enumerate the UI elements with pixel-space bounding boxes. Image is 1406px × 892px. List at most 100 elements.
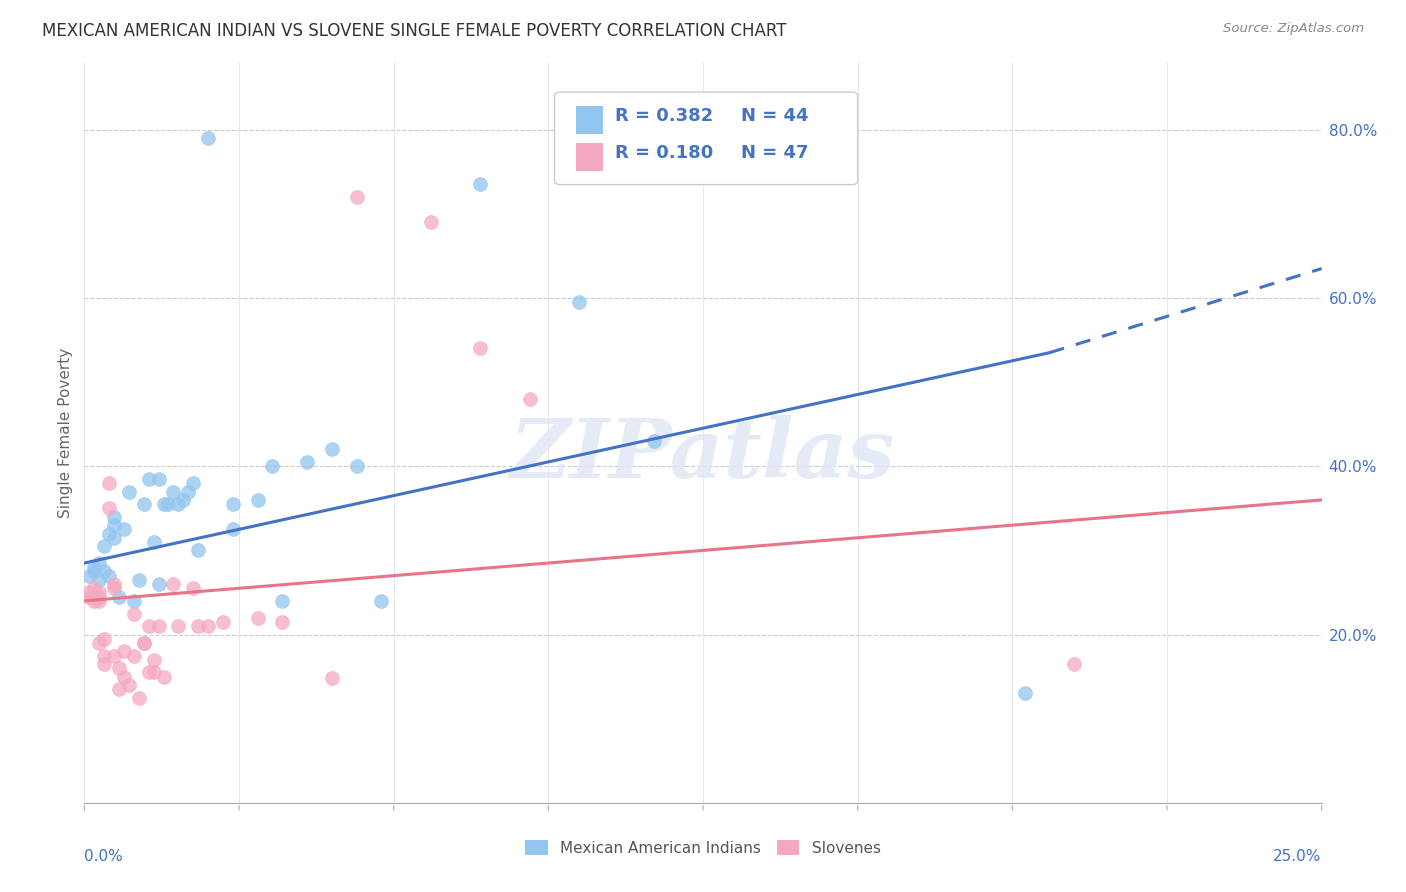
Point	[89, 573, 111, 587]
Point	[103, 531, 125, 545]
Point	[103, 518, 125, 533]
Point	[470, 178, 492, 192]
Point	[103, 577, 125, 591]
Point	[112, 522, 135, 536]
Point	[98, 476, 121, 491]
Y-axis label: Single Female Poverty: Single Female Poverty	[58, 348, 73, 517]
Point	[167, 619, 190, 633]
Point	[321, 442, 343, 457]
Point	[89, 636, 111, 650]
Point	[142, 665, 165, 680]
FancyBboxPatch shape	[575, 105, 603, 134]
Point	[271, 594, 294, 608]
Point	[93, 539, 115, 553]
Point	[122, 648, 145, 663]
Point	[295, 455, 318, 469]
Point	[172, 492, 194, 507]
Point	[138, 619, 160, 633]
Point	[187, 619, 209, 633]
Point	[122, 594, 145, 608]
Point	[568, 295, 591, 310]
Point	[197, 619, 219, 633]
Point	[177, 484, 200, 499]
Point	[346, 190, 368, 204]
Point	[519, 392, 541, 406]
Point	[89, 556, 111, 570]
Point	[157, 497, 180, 511]
Point	[112, 670, 135, 684]
Point	[246, 492, 269, 507]
Point	[262, 459, 284, 474]
Point	[118, 484, 141, 499]
Point	[98, 526, 121, 541]
Text: N = 47: N = 47	[741, 145, 808, 162]
Point	[83, 581, 105, 595]
Text: 0.0%: 0.0%	[84, 849, 124, 864]
Point	[246, 610, 269, 624]
Point	[167, 497, 190, 511]
Point	[89, 590, 111, 604]
Point	[148, 472, 170, 486]
Point	[118, 678, 141, 692]
Point	[470, 342, 492, 356]
Point	[148, 577, 170, 591]
Point	[212, 615, 235, 629]
Point	[93, 648, 115, 663]
Point	[108, 682, 131, 697]
Point	[79, 585, 101, 599]
Point	[128, 573, 150, 587]
Point	[89, 594, 111, 608]
Point	[138, 665, 160, 680]
Point	[122, 607, 145, 621]
Point	[138, 472, 160, 486]
Point	[222, 522, 245, 536]
Point	[187, 543, 209, 558]
Legend: Mexican American Indians, Slovenes: Mexican American Indians, Slovenes	[519, 834, 887, 862]
Point	[79, 568, 101, 582]
Point	[222, 497, 245, 511]
Text: ZIPatlas: ZIPatlas	[510, 415, 896, 495]
Point	[181, 476, 204, 491]
Point	[103, 648, 125, 663]
Point	[162, 577, 184, 591]
Point	[108, 661, 131, 675]
Point	[142, 535, 165, 549]
Point	[93, 565, 115, 579]
Text: R = 0.180: R = 0.180	[616, 145, 713, 162]
Point	[370, 594, 392, 608]
Point	[271, 615, 294, 629]
Point	[83, 560, 105, 574]
Point	[128, 690, 150, 705]
Point	[83, 594, 105, 608]
Point	[152, 670, 174, 684]
Point	[89, 585, 111, 599]
Point	[152, 497, 174, 511]
Point	[419, 215, 441, 229]
Point	[93, 657, 115, 671]
Point	[148, 619, 170, 633]
Point	[103, 509, 125, 524]
Point	[103, 581, 125, 595]
Point	[132, 497, 155, 511]
Text: N = 44: N = 44	[741, 107, 808, 125]
Text: Source: ZipAtlas.com: Source: ZipAtlas.com	[1223, 22, 1364, 36]
Point	[1063, 657, 1085, 671]
Point	[79, 590, 101, 604]
Point	[83, 590, 105, 604]
Point	[83, 565, 105, 579]
Text: MEXICAN AMERICAN INDIAN VS SLOVENE SINGLE FEMALE POVERTY CORRELATION CHART: MEXICAN AMERICAN INDIAN VS SLOVENE SINGL…	[42, 22, 787, 40]
Point	[132, 636, 155, 650]
Point	[162, 484, 184, 499]
Point	[197, 131, 219, 145]
Point	[98, 501, 121, 516]
Point	[321, 671, 343, 685]
Text: 25.0%: 25.0%	[1274, 849, 1322, 864]
Point	[181, 581, 204, 595]
Point	[346, 459, 368, 474]
FancyBboxPatch shape	[554, 92, 858, 185]
Point	[108, 590, 131, 604]
FancyBboxPatch shape	[575, 143, 603, 171]
Point	[93, 632, 115, 646]
Text: R = 0.382: R = 0.382	[616, 107, 713, 125]
Point	[643, 434, 665, 448]
